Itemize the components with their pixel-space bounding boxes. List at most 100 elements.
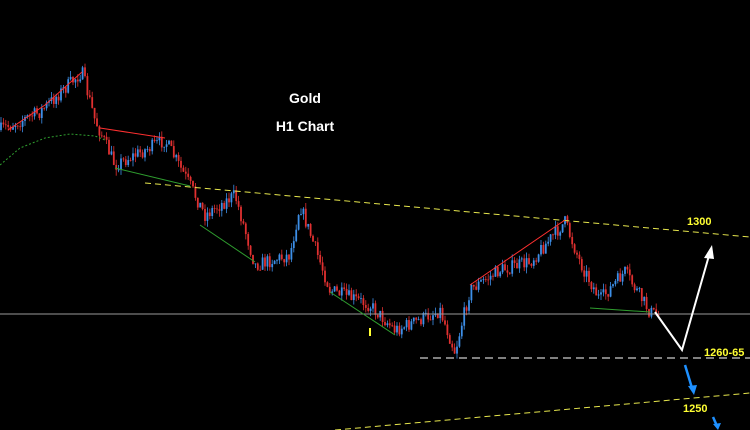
candle-body (636, 288, 638, 291)
candle-body (259, 269, 262, 271)
candle-body (64, 87, 67, 93)
candle-body (518, 259, 521, 269)
down-arrow (683, 364, 694, 389)
candle-body (300, 214, 302, 216)
candle-body (367, 307, 370, 311)
candle-body (84, 67, 86, 77)
candle-body (45, 102, 48, 109)
candle-body (237, 201, 240, 207)
channel-line (329, 291, 396, 336)
channel-line (469, 219, 566, 286)
candle-body (506, 270, 509, 273)
candle-body (208, 212, 211, 217)
candle-body (650, 307, 653, 317)
candle-body (324, 270, 326, 283)
candle-body (580, 259, 583, 271)
candle-body (338, 290, 341, 296)
candle-body (600, 292, 602, 295)
candle-body (364, 305, 367, 308)
candle-body (640, 288, 643, 302)
candle-body (352, 294, 355, 301)
candle-body (571, 236, 574, 245)
candle-body (532, 260, 535, 266)
candle-body (4, 124, 7, 126)
candle-body (340, 287, 343, 296)
candle-body (345, 288, 348, 295)
candle-body (566, 216, 569, 224)
candle-body (391, 325, 394, 327)
candle-body (91, 97, 94, 108)
candle-body (362, 298, 365, 306)
candle-body (480, 280, 482, 282)
candle-body (595, 287, 598, 296)
candle-body (460, 325, 463, 337)
candle-body (86, 76, 89, 96)
candle-body (110, 151, 113, 155)
channel-line (589, 307, 651, 313)
candle-body (60, 88, 62, 101)
candle-body (276, 260, 278, 262)
candle-body (328, 286, 331, 293)
candle-body (235, 190, 238, 202)
candle-body (280, 254, 283, 260)
candle-body (31, 115, 34, 117)
candle-body (261, 257, 264, 270)
candle-body (124, 159, 127, 166)
candle-body (355, 294, 358, 297)
candle-body (139, 149, 142, 153)
candle-body (420, 319, 422, 325)
candle-body (504, 264, 506, 271)
candle-body (19, 126, 22, 128)
candle-body (132, 153, 134, 161)
candle-body (568, 223, 571, 237)
candle-body (204, 208, 206, 221)
candle-body (470, 284, 473, 301)
candle-body (312, 235, 314, 242)
forecast-path (654, 251, 711, 353)
candle-body (388, 323, 391, 326)
candle-body (360, 298, 362, 299)
candle-body (228, 198, 230, 203)
candle-body (120, 158, 122, 170)
candle-body (530, 263, 533, 266)
candle-body (331, 291, 334, 293)
candle-body (333, 286, 336, 292)
candle-body (81, 67, 84, 80)
candle-body (184, 171, 187, 174)
candle-body (417, 319, 420, 321)
candle-body (384, 321, 386, 326)
candle-body (304, 208, 307, 227)
candle-body (369, 308, 372, 311)
candle-body (492, 275, 494, 277)
candle-body (535, 260, 538, 262)
candle-body (288, 254, 290, 260)
candle-body (98, 126, 101, 136)
chart-title: Gold (289, 90, 321, 106)
candle-body (69, 76, 72, 80)
candle-body (427, 312, 430, 320)
candle-body (103, 136, 106, 138)
candle-body (326, 282, 329, 287)
candle-body (446, 324, 449, 336)
candle-body (316, 242, 319, 255)
candle-body (151, 139, 154, 152)
candle-body (74, 79, 77, 83)
candle-body (499, 272, 502, 277)
candle-body (148, 149, 151, 152)
candle-body (489, 275, 492, 280)
candle-body (220, 202, 223, 211)
candle-body (225, 198, 228, 209)
candle-body (453, 347, 456, 354)
candle-body (223, 202, 226, 209)
candle-body (14, 125, 17, 128)
candle-body (273, 260, 276, 264)
candle-body (117, 169, 120, 171)
candle-body (415, 317, 418, 320)
candle-body (624, 266, 626, 274)
candle-body (436, 313, 439, 319)
candle-body (196, 197, 199, 208)
candle-body (2, 122, 5, 125)
candle-body (242, 221, 245, 224)
